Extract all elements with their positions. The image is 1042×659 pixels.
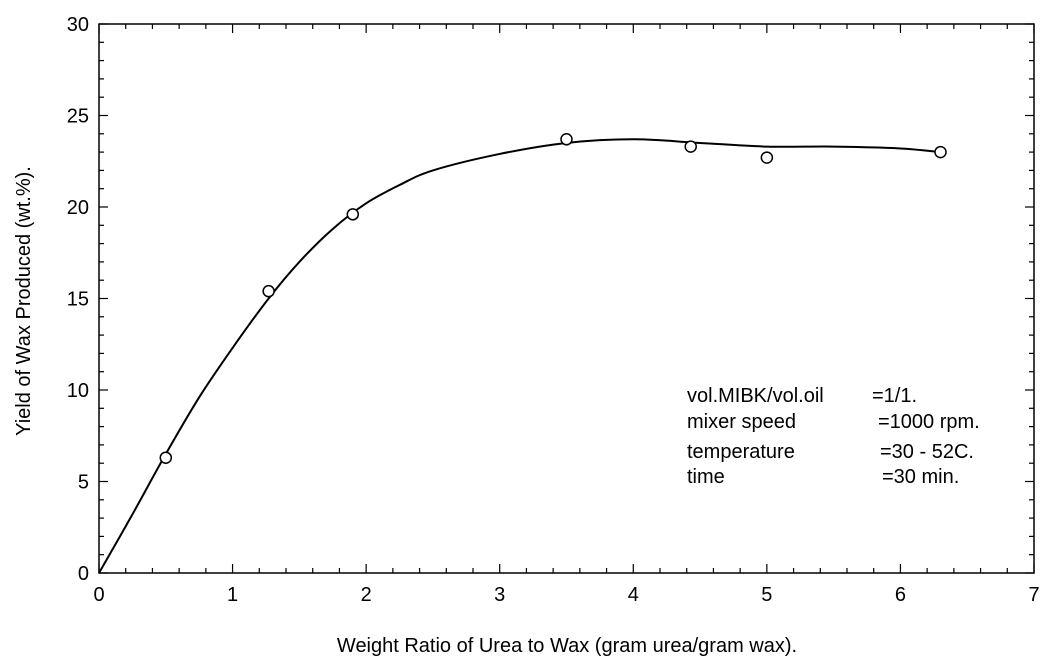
x-tick-label: 5 bbox=[761, 584, 772, 606]
y-tick-label: 15 bbox=[67, 289, 89, 311]
fitted-curve bbox=[98, 138, 941, 574]
x-tick-label: 2 bbox=[361, 584, 372, 606]
x-tick-label: 4 bbox=[628, 584, 639, 606]
annotation-value-temperature: =30 - 52C. bbox=[880, 441, 974, 463]
y-tick-label: 20 bbox=[67, 197, 89, 219]
annotation-label-ratio: vol.MIBK/vol.oil bbox=[687, 385, 824, 407]
y-axis-title: Yield of Wax Produced (wt.%). bbox=[13, 166, 35, 436]
x-tick-label: 1 bbox=[227, 584, 238, 606]
y-tick-label: 10 bbox=[67, 380, 89, 402]
x-tick-label: 0 bbox=[93, 584, 104, 606]
annotation-label-time: time bbox=[687, 466, 725, 488]
data-point bbox=[159, 451, 173, 464]
y-tick-label: 30 bbox=[67, 14, 89, 36]
annotation-value-ratio: =1/1. bbox=[872, 385, 917, 407]
y-tick-label: 0 bbox=[78, 563, 89, 585]
ticks: 0 1 2 3 4 5 6 7 0 5 10 15 20 25 30 bbox=[67, 14, 1040, 606]
annotation-value-time: =30 min. bbox=[882, 466, 959, 488]
x-axis-title: Weight Ratio of Urea to Wax (gram urea/g… bbox=[337, 635, 797, 657]
annotation-label-mixer: mixer speed bbox=[687, 411, 796, 433]
axes bbox=[98, 23, 1035, 574]
annotation-value-mixer: =1000 rpm. bbox=[878, 411, 980, 433]
data-point bbox=[934, 145, 947, 159]
x-tick-label: 3 bbox=[494, 584, 505, 606]
data-points-layer bbox=[159, 133, 947, 464]
x-tick-label: 6 bbox=[895, 584, 906, 606]
y-tick-label: 5 bbox=[78, 472, 89, 494]
data-point bbox=[760, 151, 774, 164]
annotation-label-temperature: temperature bbox=[687, 441, 795, 463]
data-point bbox=[684, 140, 697, 153]
data-point bbox=[560, 133, 573, 146]
plot-frame bbox=[98, 23, 1035, 574]
parameter-annotations: vol.MIBK/vol.oil =1/1. mixer speed =1000… bbox=[687, 385, 980, 488]
data-point bbox=[262, 284, 275, 298]
y-tick-label: 25 bbox=[67, 106, 89, 128]
fitted-curve-layer bbox=[98, 138, 941, 574]
x-tick-label: 7 bbox=[1028, 584, 1039, 606]
data-point bbox=[346, 208, 360, 221]
